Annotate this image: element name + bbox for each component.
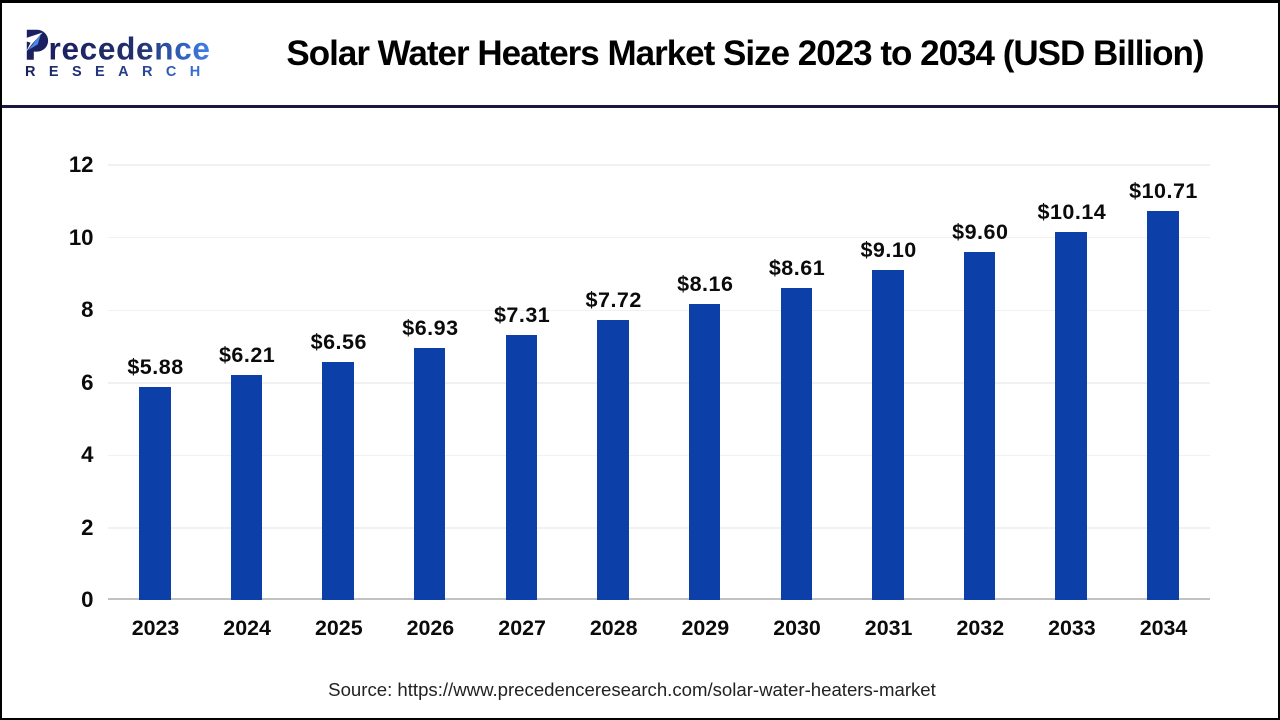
svg-text:recedence: recedence bbox=[49, 31, 211, 67]
svg-text:RESEARCH: RESEARCH bbox=[25, 64, 214, 80]
